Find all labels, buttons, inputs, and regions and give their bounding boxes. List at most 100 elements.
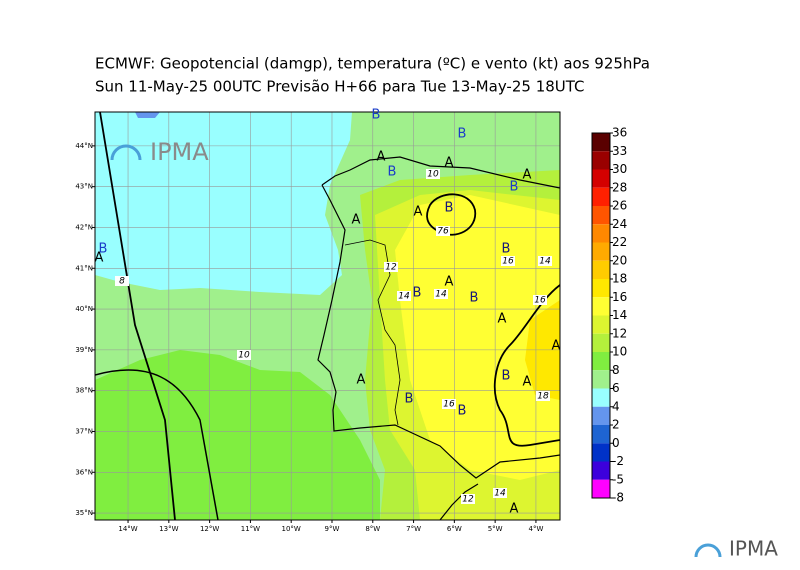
map-field <box>95 112 560 520</box>
colorbar-label: 2 <box>612 418 620 432</box>
contour-label: 14 <box>435 290 447 300</box>
contour-label-bg <box>533 295 547 305</box>
contour-label-bg <box>237 350 251 360</box>
low-marker: B <box>502 369 511 384</box>
colorbar-segment <box>592 333 610 352</box>
colorbar-segment <box>592 133 610 152</box>
colorbar-label: 8 <box>612 363 620 377</box>
lon-tick-label: 4°W <box>528 525 543 533</box>
high-marker: A <box>552 339 561 354</box>
colorbar-label: 10 <box>612 345 627 359</box>
colorbar-segment <box>592 388 610 407</box>
footer-logo: IPMA <box>729 537 778 561</box>
colorbar-segment <box>592 352 610 371</box>
colorbar-segment <box>592 151 610 170</box>
contour-label: 14 <box>539 257 551 267</box>
contour-label: 12 <box>385 263 397 273</box>
colorbar-label: 0 <box>612 436 620 450</box>
colorbar-segment <box>592 187 610 206</box>
high-marker: A <box>377 150 386 165</box>
lat-tick-label: 42°N <box>75 223 93 231</box>
colorbar-label: 30 <box>612 162 627 176</box>
lat-tick-label: 43°N <box>75 183 93 191</box>
colorbar-label: 6 <box>612 381 620 395</box>
logo-arc <box>110 144 142 161</box>
high-marker: A <box>95 251 104 266</box>
contour-label-bg <box>397 291 411 301</box>
contour-label: 10 <box>238 351 250 361</box>
lon-tick-label: 7°W <box>406 525 421 533</box>
low-marker: B <box>458 127 467 142</box>
high-marker: A <box>445 156 454 171</box>
low-marker: B <box>413 286 422 301</box>
contour-label: 16 <box>502 257 514 267</box>
high-marker: A <box>352 213 361 228</box>
graticule: 14°W 13°W 12°W 11°W 10°W 9°W 8°W 7°W 6°W 5°W 4°W 44… <box>75 112 560 533</box>
lat-tick-label: 39°N <box>75 346 93 354</box>
low-marker: B <box>388 165 397 180</box>
colorbar-label: 22 <box>612 235 627 249</box>
colorbar-segment <box>592 315 610 334</box>
map-lines <box>95 112 560 520</box>
colorbar-segment <box>592 370 610 389</box>
colorbar-label: 28 <box>612 180 627 194</box>
colorbar-label: 12 <box>612 326 627 340</box>
colorbar-label: 4 <box>612 399 620 413</box>
contour-label-bg <box>434 289 448 299</box>
contour-label-bg <box>442 399 456 409</box>
colorbar-segment <box>592 297 610 316</box>
lat-tick-label: 35°N <box>75 509 93 517</box>
low-marker: B <box>99 242 108 257</box>
lat-tick-label: 38°N <box>75 387 93 395</box>
lon-tick-label: 11°W <box>241 525 260 533</box>
contour-label-bg <box>538 256 552 266</box>
colorbar-segment <box>592 224 610 243</box>
contour-label: 76 <box>437 227 449 237</box>
lat-tick-label: 40°N <box>75 305 93 313</box>
lon-tick-label: 13°W <box>159 525 178 533</box>
colorbar-segment <box>592 479 610 498</box>
colorbar-segment <box>592 406 610 425</box>
contour-label-bg <box>501 256 515 266</box>
contour-label: 16 <box>443 400 455 410</box>
colorbar-label: -8 <box>612 491 624 505</box>
colorbar-label: 14 <box>612 308 627 322</box>
colorbar-label: 33 <box>612 144 627 158</box>
lat-tick-label: 44°N <box>75 142 93 150</box>
contour-label: 12 <box>462 495 474 505</box>
contour-label-bg <box>436 226 450 236</box>
lat-tick-label: 36°N <box>75 468 93 476</box>
colorbar-label: 36 <box>612 126 627 140</box>
title-line: Sun 11-May-25 00UTC Previsão H+66 para T… <box>95 78 585 96</box>
low-marker: B <box>405 392 414 407</box>
high-marker: A <box>523 168 532 183</box>
high-marker: A <box>510 502 519 517</box>
logo: IPMA <box>150 138 209 166</box>
footer-logo-arc <box>694 543 722 558</box>
high-marker: A <box>357 373 366 388</box>
colorbar-label: -5 <box>612 472 624 486</box>
low-marker: B <box>458 404 467 419</box>
lon-tick-label: 8°W <box>365 525 380 533</box>
contour-label: 14 <box>398 292 410 302</box>
lat-tick-label: 37°N <box>75 427 93 435</box>
lon-tick-label: 14°W <box>118 525 137 533</box>
colorbar-segment <box>592 461 610 480</box>
low-marker: B <box>502 242 511 257</box>
contour-label-bg <box>461 494 475 504</box>
title-line: ECMWF: Geopotencial (damgp), temperatura… <box>95 55 650 73</box>
lon-tick-label: 5°W <box>488 525 503 533</box>
colorbar-segment <box>592 279 610 298</box>
lon-tick-label: 12°W <box>200 525 219 533</box>
colorbar-segment <box>592 260 610 279</box>
low-marker: B <box>470 291 479 306</box>
contour-label-bg <box>493 488 507 498</box>
contour-label-bg <box>115 276 129 286</box>
lon-tick-label: 6°W <box>447 525 462 533</box>
colorbar-segment <box>592 425 610 444</box>
colorbar-label: 24 <box>612 217 627 231</box>
high-marker: A <box>445 275 454 290</box>
